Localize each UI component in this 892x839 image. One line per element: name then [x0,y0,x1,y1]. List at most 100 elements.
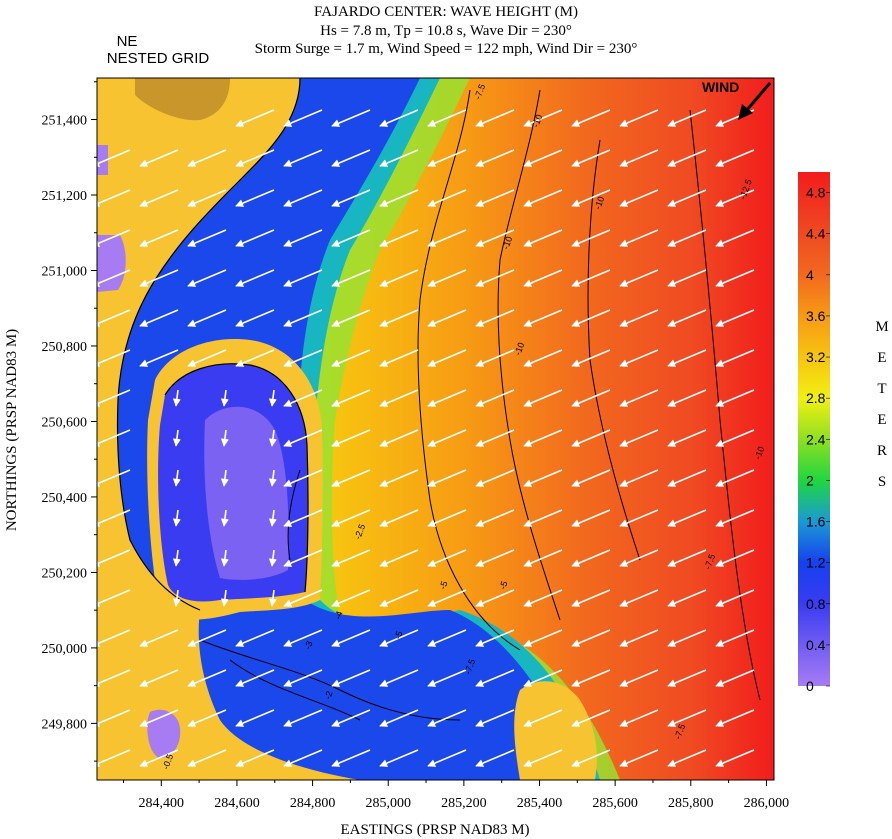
wave-vector [268,469,277,487]
colorbar-title-letter: E [877,350,886,366]
wave-vector [715,269,755,287]
wave-vector [220,469,229,487]
wave-vector [619,389,659,407]
wave-vector [331,349,371,367]
wave-vector [619,509,659,527]
contour-label: -10 [500,235,514,251]
purple-spot-3 [147,709,181,758]
wave-vector [331,749,371,767]
wave-vector [475,309,515,327]
wave-vector [220,589,229,607]
wave-vector [667,149,707,167]
wave-vector [523,709,563,727]
chart-title: FAJARDO CENTER: WAVE HEIGHT (M) [314,4,578,20]
wave-vector [379,509,419,527]
y-tick-label: 249,800 [42,717,88,732]
wave-vector [283,149,323,167]
wave-vector [379,669,419,687]
wave-vector [139,189,179,207]
y-tick-label: 250,000 [42,642,88,657]
wave-vector [571,389,611,407]
contour-label: -7.5 [472,83,487,101]
wave-vector [427,149,467,167]
wave-vector [427,309,467,327]
y-tick-label: 251,000 [42,264,88,279]
wave-vector [235,669,275,687]
wave-vector [139,749,179,767]
wave-vector [715,549,755,567]
contour-labels: -7.5 -10 -10 -10 -10 -7.5 -5 -5 -2.5 -4 -3 -2 -5 -7.5… [160,83,766,771]
wave-vector [283,269,323,287]
colorbar-title-letter: R [877,443,887,459]
y-tick-label: 251,400 [42,114,88,129]
wave-vector [379,189,419,207]
colorbar-tick-label: 1.6 [806,514,826,530]
wave-vector [187,149,227,167]
wave-vector [667,349,707,367]
wave-vector [283,309,323,327]
colorbar-tick-label: 2.4 [806,431,826,447]
wave-vector [619,469,659,487]
contour-lines [199,89,761,721]
wave-vector [427,269,467,287]
purple-spot-2 [97,145,108,175]
wave-vector [475,349,515,367]
wave-vector [235,309,275,327]
wave-vector [187,709,227,727]
wave-vector [283,629,323,647]
wave-vector [172,589,181,607]
wave-vector [235,269,275,287]
wave-vector [571,509,611,527]
x-tick-label: 285,000 [365,796,411,811]
wave-vector [619,549,659,567]
contour-label: -4 [332,610,344,621]
wave-vector [97,549,131,567]
wave-vector [235,149,275,167]
colorbar-tick-label: 0.8 [806,596,826,612]
x-tick-label: 285,400 [517,796,563,811]
wave-vector [523,549,563,567]
wave-vector [523,229,563,247]
wave-vector [187,229,227,247]
wave-vector [283,669,323,687]
purple-spot-1 [97,235,126,292]
wave-vector [268,389,277,407]
wave-vector [283,229,323,247]
plot-area: -7.5 -10 -10 -10 -10 -7.5 -5 -5 -2.5 -4 -3 -2 -5 -7.5… [97,78,774,780]
wave-vector [667,549,707,567]
wave-vector [427,389,467,407]
wave-vector [571,149,611,167]
wave-vector [283,109,323,127]
wave-vector [571,429,611,447]
wave-vector [139,269,179,287]
wave-vector [475,629,515,647]
wave-vector [220,429,229,447]
wave-vector [331,549,371,567]
wave-vector [523,349,563,367]
x-tick-label: 285,200 [441,796,487,811]
wave-vector [97,589,131,607]
wave-vector [523,669,563,687]
wave-vector [97,349,131,367]
wave-vector [97,669,131,687]
wave-vector [427,189,467,207]
wave-vector [619,589,659,607]
wave-vector [97,749,131,767]
wave-vector [379,709,419,727]
wave-vector [97,629,131,647]
wave-vector [571,749,611,767]
wave-vector [379,109,419,127]
wave-vector [475,469,515,487]
wave-vector [667,109,707,127]
wave-vector [427,229,467,247]
wave-vector [667,429,707,447]
colorbar [798,172,830,686]
wave-vector [331,149,371,167]
contour-label: -5 [497,580,509,591]
wave-vector [187,309,227,327]
colorbar-tick-label: 3.2 [806,349,826,365]
wave-vector [379,269,419,287]
wave-vector [523,109,563,127]
contour-label: -7.5 [702,553,717,571]
